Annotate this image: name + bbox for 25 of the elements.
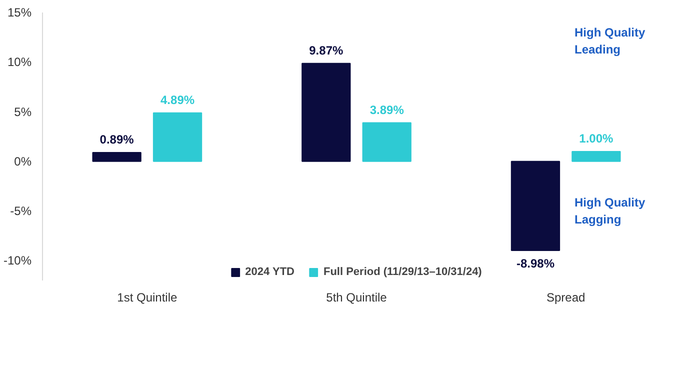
data-label: 1.00%	[579, 131, 614, 146]
bar	[302, 62, 351, 162]
annotation: High Quality Leading	[574, 26, 646, 56]
y-tick-label: 0%	[14, 154, 32, 168]
data-label: 9.87%	[309, 43, 344, 58]
bar	[572, 150, 621, 162]
x-tick-label: Spread	[546, 290, 586, 304]
y-tick-label: 10%	[7, 55, 32, 70]
bar	[152, 112, 202, 162]
y-tick-label: -5%	[10, 204, 32, 218]
bar	[92, 152, 142, 162]
y-tick-label: 15%	[7, 6, 32, 20]
data-label: 3.89%	[370, 102, 404, 117]
data-label: -8.98%	[516, 256, 555, 271]
x-tick-label: 5th Quintile	[326, 290, 388, 304]
y-tick-label: 5%	[14, 104, 32, 119]
bar	[510, 160, 560, 252]
legend-label: Full Period (11/29/13–10/31/24)	[323, 266, 482, 278]
x-tick-label: 1st Quintile	[117, 290, 178, 304]
legend-label: 2024 YTD	[245, 266, 294, 278]
y-tick-label: -10%	[3, 254, 32, 268]
bar	[362, 122, 412, 162]
data-label: 4.89%	[160, 92, 195, 107]
data-label: 0.89%	[100, 132, 134, 147]
annotation: High Quality Lagging	[574, 196, 646, 226]
